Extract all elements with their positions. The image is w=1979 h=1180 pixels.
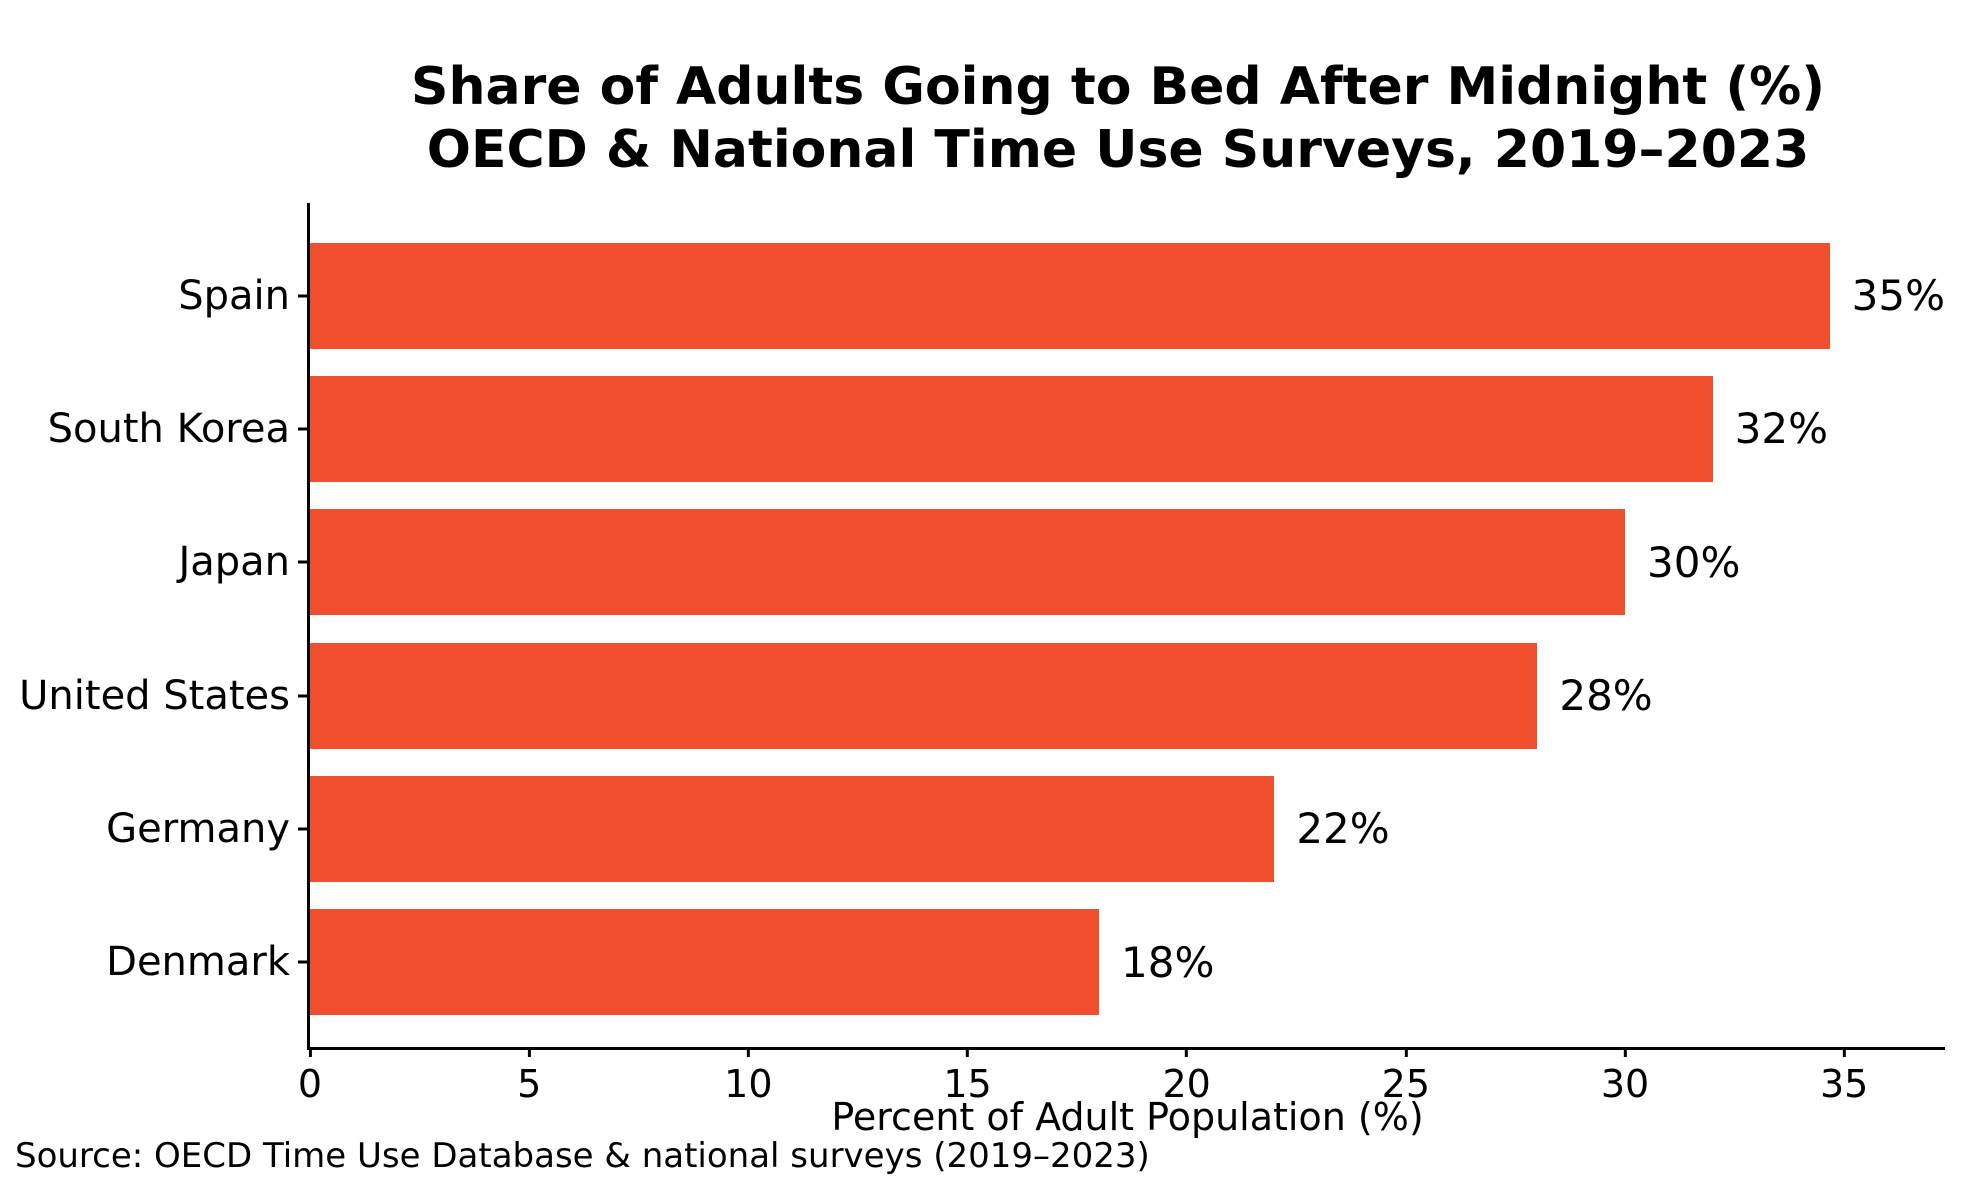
x-tick: 35 xyxy=(1820,1047,1868,1106)
x-tick: 10 xyxy=(724,1047,773,1106)
bar-row: Germany 22% xyxy=(106,762,1945,895)
x-tick-label: 5 xyxy=(517,1062,542,1106)
chart-title-line1: Share of Adults Going to Bed After Midni… xyxy=(411,57,1825,117)
x-tick: 20 xyxy=(1162,1047,1211,1106)
x-tick-label: 10 xyxy=(724,1062,773,1106)
category-label: South Korea xyxy=(47,405,290,452)
plot-area: Spain 35% South Korea 32% Japan 30% United Sta… xyxy=(19,203,1945,1139)
x-tick-mark xyxy=(1623,1047,1627,1057)
x-tick-label: 35 xyxy=(1819,1062,1869,1106)
y-tick-mark xyxy=(298,294,307,298)
x-tick-label: 20 xyxy=(1162,1062,1211,1106)
y-tick-mark xyxy=(298,827,307,831)
value-label: 18% xyxy=(1121,937,1215,987)
x-tick-mark xyxy=(527,1047,531,1057)
x-tick: 15 xyxy=(943,1047,992,1106)
x-tick-label: 0 xyxy=(297,1062,323,1106)
bar xyxy=(310,375,1713,482)
category-label: Denmark xyxy=(106,939,290,986)
y-tick-mark xyxy=(298,694,307,698)
value-label: 32% xyxy=(1734,404,1829,454)
x-tick: 25 xyxy=(1382,1047,1430,1106)
x-tick-label: 30 xyxy=(1600,1062,1650,1106)
value-label: 35% xyxy=(1851,271,1945,321)
category-label: Spain xyxy=(178,272,290,319)
bars-container: Spain 35% South Korea 32% Japan 30% United Sta… xyxy=(19,203,1945,1047)
bar xyxy=(310,642,1538,749)
y-tick-mark xyxy=(298,427,307,431)
x-tick-mark xyxy=(1185,1047,1189,1057)
x-tick-mark xyxy=(308,1047,312,1057)
x-axis-label: Percent of Adult Population (%) xyxy=(831,1095,1424,1139)
bar-row: Denmark 18% xyxy=(106,896,1945,1029)
x-tick-mark xyxy=(746,1047,750,1057)
bar xyxy=(310,775,1275,882)
y-tick-mark xyxy=(298,560,307,564)
x-tick-label: 25 xyxy=(1381,1062,1431,1106)
category-label: United States xyxy=(19,672,290,719)
chart-title-line2: OECD & National Time Use Surveys, 2019–2… xyxy=(426,120,1810,181)
source-note: Source: OECD Time Use Database & nationa… xyxy=(15,1136,1150,1176)
y-tick-mark xyxy=(298,960,307,964)
x-tick-mark xyxy=(1842,1047,1846,1057)
value-label: 30% xyxy=(1647,537,1741,587)
value-label: 22% xyxy=(1296,804,1390,854)
x-tick-mark xyxy=(965,1047,969,1057)
x-tick: 5 xyxy=(517,1047,541,1106)
bar xyxy=(310,909,1099,1016)
x-tick: 30 xyxy=(1601,1047,1649,1106)
value-label: 28% xyxy=(1559,671,1653,721)
x-tick-label: 15 xyxy=(943,1062,992,1106)
category-label: Japan xyxy=(178,539,290,586)
x-tick-mark xyxy=(1404,1047,1408,1057)
bar-row: Spain 35% xyxy=(178,229,1945,362)
bar xyxy=(310,242,1830,349)
bar-row: South Korea 32% xyxy=(48,362,1945,495)
chart-title: Share of Adults Going to Bed After Midni… xyxy=(307,56,1929,183)
bar xyxy=(310,509,1625,616)
category-label: Germany xyxy=(106,805,290,852)
bar-row: United States 28% xyxy=(19,629,1945,762)
x-tick: 0 xyxy=(298,1047,322,1106)
bar-row: Japan 30% xyxy=(178,496,1945,629)
